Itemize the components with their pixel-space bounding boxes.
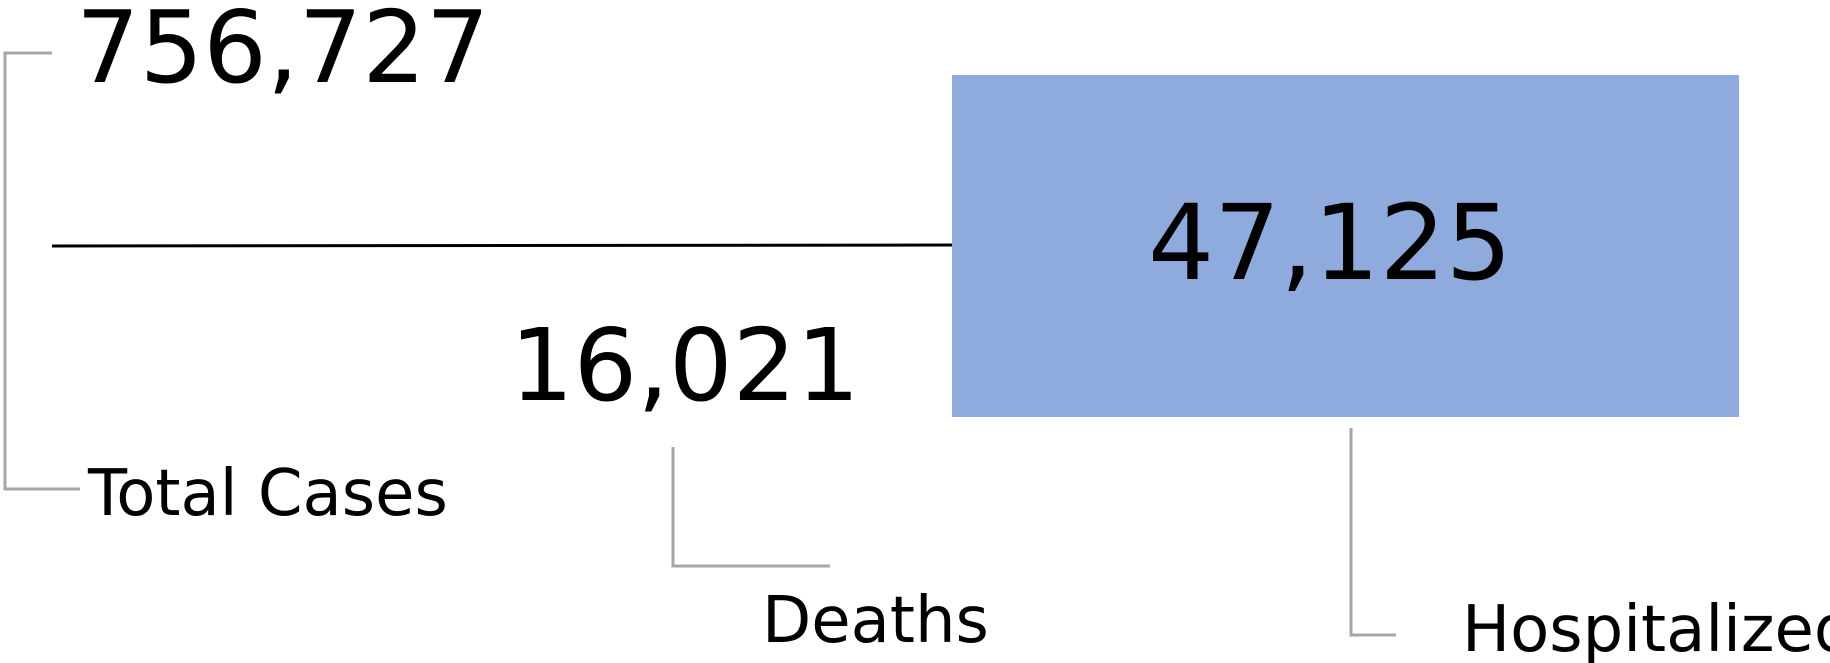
hospitalized-bar [952, 75, 1739, 417]
hospitalized-value: 47,125 [1148, 182, 1512, 304]
deaths-value: 16,021 [510, 307, 860, 424]
hospitalized-label: Hospitalized [1462, 593, 1830, 663]
total-cases-value: 756,727 [76, 0, 490, 106]
total-cases-leader [3, 51, 80, 491]
total-cases-label: Total Cases [87, 457, 448, 531]
deaths-label: Deaths [762, 584, 989, 658]
baseline-line [51, 243, 953, 248]
hospitalized-leader [1349, 428, 1396, 637]
deaths-leader [671, 447, 830, 568]
